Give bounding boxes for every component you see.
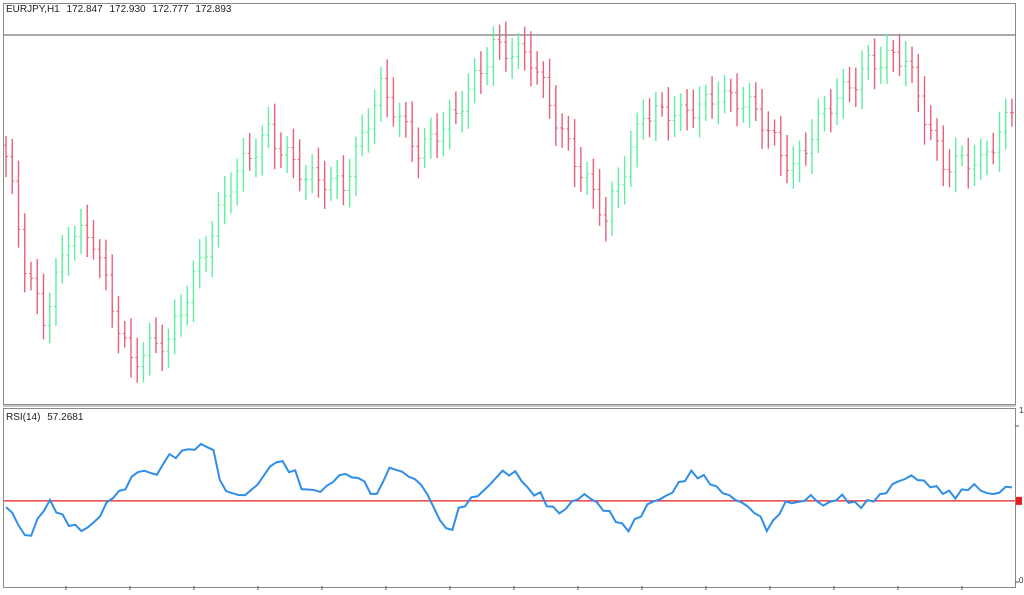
rsi-top-label: 1 xyxy=(1019,406,1024,415)
rsi-header: RSI(14) 57.2681 xyxy=(6,412,87,423)
rsi-level-marker xyxy=(1016,496,1022,505)
ohlc-low: 172.777 xyxy=(152,4,189,15)
ohlc-close: 172.893 xyxy=(195,4,232,15)
rsi-name: RSI(14) xyxy=(6,412,41,423)
main-panel-frame xyxy=(3,3,1016,405)
symbol-label: EURJPY,H1 xyxy=(6,4,60,15)
rsi-bottom-label: 0 xyxy=(1019,576,1024,585)
symbol-header: EURJPY,H1 172.847 172.930 172.777 172.89… xyxy=(6,4,235,15)
rsi-value: 57.2681 xyxy=(47,412,84,423)
ohlc-open: 172.847 xyxy=(66,4,103,15)
rsi-series-line xyxy=(5,442,1013,537)
rsi-panel-frame xyxy=(3,408,1016,588)
ohlc-high: 172.930 xyxy=(109,4,146,15)
